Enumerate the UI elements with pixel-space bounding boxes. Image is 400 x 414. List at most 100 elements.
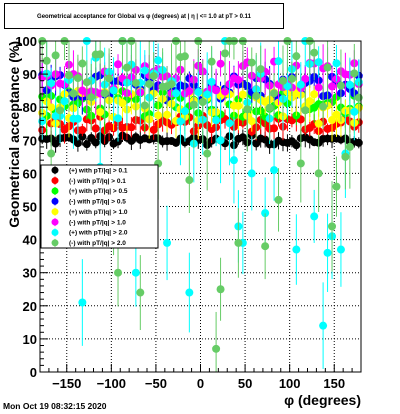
y-tick-label: 60 [23,166,37,181]
data-point [234,101,243,110]
data-point [274,57,283,66]
data-point [105,74,114,83]
data-layer [38,37,363,372]
data-point [301,74,310,83]
data-point [354,138,363,147]
data-point [332,110,341,119]
data-point [310,90,319,99]
data-point [82,140,91,149]
data-point [323,248,332,257]
data-point [292,245,301,254]
legend-marker [51,228,59,236]
data-point [314,119,323,128]
data-point [42,56,51,65]
data-point [118,99,127,108]
x-tick-label: 150 [323,376,345,391]
data-point [305,97,314,106]
data-point [328,116,337,125]
data-point [64,71,73,80]
legend-entry-label: (+) with pT/|q| > 0.1 [69,167,128,174]
data-point [319,321,328,330]
y-tick-label: 100 [15,34,37,49]
data-point [283,82,292,91]
data-point [87,93,96,102]
data-point [51,51,60,60]
y-tick-label: 20 [23,299,37,314]
data-point [47,103,56,112]
data-point [47,149,56,158]
x-tick-label: −50 [145,376,167,391]
data-point [180,107,189,116]
data-point [140,101,149,110]
data-point [56,106,65,115]
data-point [78,132,87,141]
data-point [38,117,47,126]
data-point [82,78,91,87]
legend-box [40,164,159,249]
data-point [154,111,163,120]
data-point [203,149,212,158]
data-point [194,88,203,97]
legend-entry-label: (-) with pT/|q| > 0.5 [69,199,126,206]
data-point [292,52,301,61]
data-point [212,116,221,125]
data-point [287,74,296,83]
data-point [296,159,305,168]
x-tick-label: −150 [52,376,81,391]
data-point [167,80,176,89]
data-point [221,49,230,58]
data-point [314,58,323,67]
y-tick-label: 40 [23,233,37,248]
data-point [100,89,109,98]
data-point [60,97,69,106]
data-point [185,87,194,96]
data-point [127,123,136,132]
data-point [238,90,247,99]
data-point [261,242,270,251]
data-point [278,76,287,85]
data-point [216,285,225,294]
data-point [328,222,337,231]
data-point [114,268,123,277]
data-point [247,169,256,178]
legend-marker [51,166,59,174]
legend-entry-label: (+) with pT/|q| > 0.5 [69,188,128,195]
data-point [225,119,234,128]
x-tick-label: −100 [97,376,126,391]
data-point [345,142,354,151]
data-point [256,65,265,74]
y-tick-label: 0 [30,365,37,380]
data-point [350,69,359,78]
legend-marker [51,177,59,185]
y-axis-title: Geometrical acceptance (%) [6,41,22,228]
data-point [328,82,337,91]
legend-entry-label: (+) with pT/|q| > 1.0 [69,209,128,216]
data-point [131,78,140,87]
data-point [185,176,194,185]
data-point [314,83,323,92]
chart-title: Geometrical acceptance for Global vs φ (… [4,3,284,29]
data-point [51,139,60,148]
y-tick-label: 70 [23,133,37,148]
y-tick-label: 90 [23,67,37,82]
data-point [122,63,131,72]
data-point [292,141,301,150]
data-point [314,169,323,178]
x-tick-label: 100 [279,376,301,391]
legend-entry-label: (-) with pT/|q| > 0.1 [69,178,126,185]
data-point [207,77,216,86]
data-point [319,102,328,111]
data-point [354,93,363,102]
y-tick-label: 10 [23,332,37,347]
data-point [203,90,212,99]
legend-marker [51,208,59,216]
legend-entry-label: (-) with pT/|q| > 1.0 [69,219,126,226]
data-point [350,107,359,116]
data-point [336,81,345,90]
legend-marker [51,239,59,247]
data-point [238,133,247,142]
data-point [136,288,145,297]
data-point [332,182,341,191]
data-point [216,59,225,68]
data-point [221,87,230,96]
